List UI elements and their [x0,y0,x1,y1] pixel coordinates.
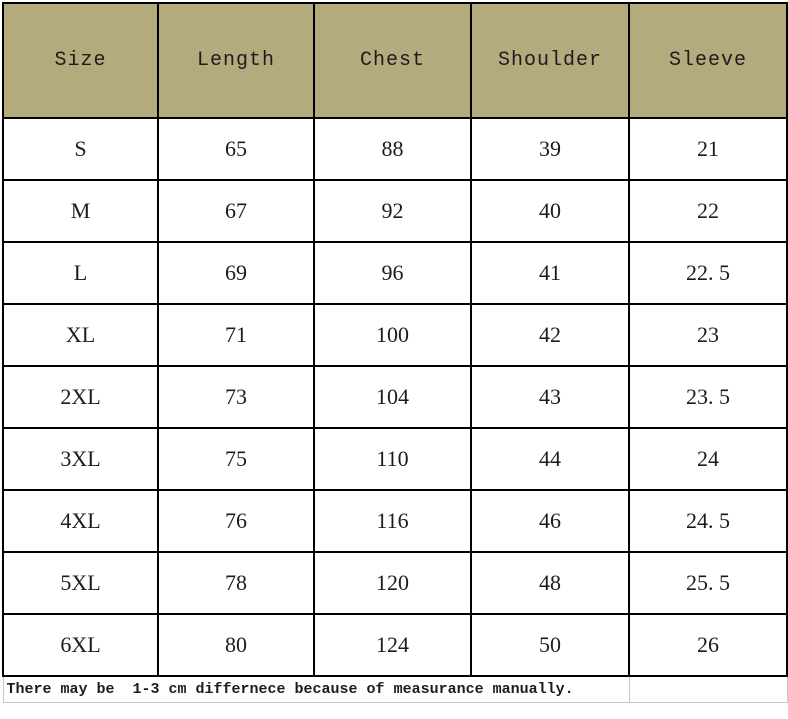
table-row: XL 71 100 42 23 [2,303,788,367]
size-chart-table: Size Length Chest Shoulder Sleeve S 65 8… [2,2,788,703]
table-row: L 69 96 41 22. 5 [2,241,788,305]
measurement-note: There may be 1-3 cm differnece because o… [2,675,630,703]
value-cell: 88 [313,117,472,181]
header-chest: Chest [313,2,472,119]
size-cell: 5XL [2,551,159,615]
value-cell: 23. 5 [628,365,788,429]
size-cell: XL [2,303,159,367]
value-cell: 50 [470,613,630,677]
value-cell: 39 [470,117,630,181]
value-cell: 73 [157,365,315,429]
value-cell: 110 [313,427,472,491]
value-cell: 26 [628,613,788,677]
value-cell: 96 [313,241,472,305]
header-size: Size [2,2,159,119]
value-cell: 100 [313,303,472,367]
value-cell: 65 [157,117,315,181]
value-cell: 46 [470,489,630,553]
value-cell: 22. 5 [628,241,788,305]
value-cell: 80 [157,613,315,677]
value-cell: 78 [157,551,315,615]
value-cell: 40 [470,179,630,243]
header-sleeve: Sleeve [628,2,788,119]
size-cell: L [2,241,159,305]
value-cell: 76 [157,489,315,553]
header-shoulder: Shoulder [470,2,630,119]
table-row: M 67 92 40 22 [2,179,788,243]
header-length: Length [157,2,315,119]
value-cell: 69 [157,241,315,305]
size-cell: M [2,179,159,243]
value-cell: 124 [313,613,472,677]
table-row: 4XL 76 116 46 24. 5 [2,489,788,553]
value-cell: 22 [628,179,788,243]
header-row: Size Length Chest Shoulder Sleeve [2,2,788,119]
value-cell: 48 [470,551,630,615]
table-row: 6XL 80 124 50 26 [2,613,788,677]
size-cell: 2XL [2,365,159,429]
note-row: There may be 1-3 cm differnece because o… [2,675,788,703]
size-cell: 3XL [2,427,159,491]
empty-footer-cell [628,675,788,703]
value-cell: 44 [470,427,630,491]
value-cell: 25. 5 [628,551,788,615]
table-row: 5XL 78 120 48 25. 5 [2,551,788,615]
value-cell: 75 [157,427,315,491]
value-cell: 24 [628,427,788,491]
size-cell: S [2,117,159,181]
value-cell: 41 [470,241,630,305]
table-row: 2XL 73 104 43 23. 5 [2,365,788,429]
size-cell: 4XL [2,489,159,553]
value-cell: 67 [157,179,315,243]
size-cell: 6XL [2,613,159,677]
value-cell: 104 [313,365,472,429]
table-row: 3XL 75 110 44 24 [2,427,788,491]
table-row: S 65 88 39 21 [2,117,788,181]
value-cell: 23 [628,303,788,367]
value-cell: 21 [628,117,788,181]
value-cell: 120 [313,551,472,615]
value-cell: 92 [313,179,472,243]
value-cell: 116 [313,489,472,553]
value-cell: 24. 5 [628,489,788,553]
value-cell: 71 [157,303,315,367]
value-cell: 42 [470,303,630,367]
value-cell: 43 [470,365,630,429]
